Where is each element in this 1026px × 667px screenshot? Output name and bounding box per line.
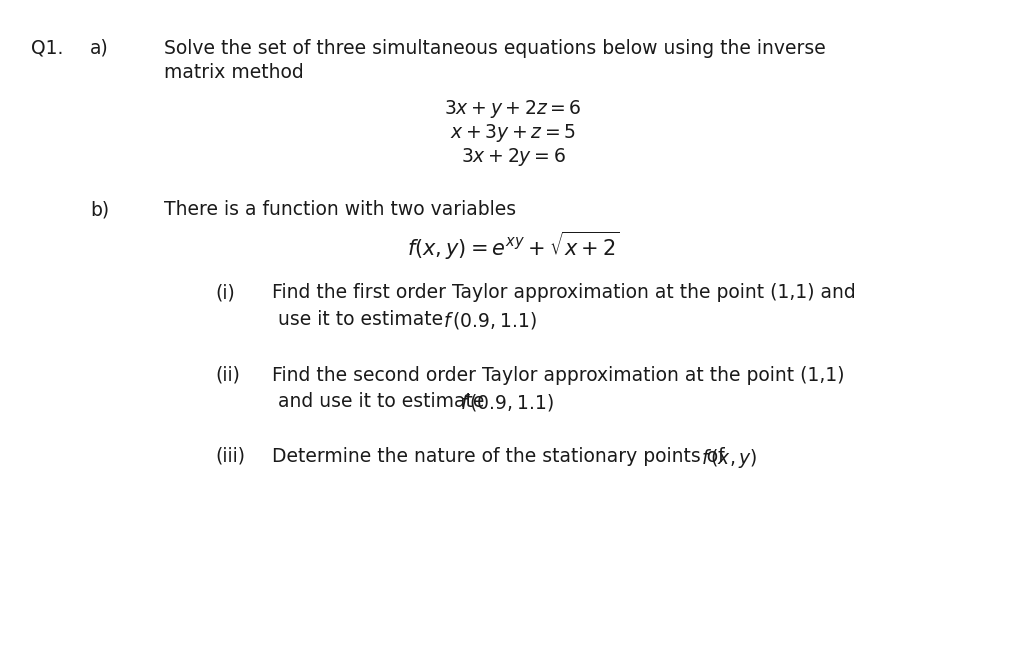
Text: and use it to estimate: and use it to estimate (272, 392, 490, 411)
Text: (i): (i) (215, 283, 235, 302)
Text: Find the first order Taylor approximation at the point (1,1) and: Find the first order Taylor approximatio… (272, 283, 856, 302)
Text: matrix method: matrix method (164, 63, 304, 82)
Text: $f\/(0.9,1.1)$: $f\/(0.9,1.1)$ (460, 392, 553, 413)
Text: $f(x,y) = e^{xy} + \sqrt{x+2}$: $f(x,y) = e^{xy} + \sqrt{x+2}$ (406, 230, 620, 262)
Text: Determine the nature of the stationary points of: Determine the nature of the stationary p… (272, 447, 731, 466)
Text: b): b) (90, 200, 110, 219)
Text: $3x + y + 2z = 6$: $3x + y + 2z = 6$ (444, 98, 582, 120)
Text: Solve the set of three simultaneous equations below using the inverse: Solve the set of three simultaneous equa… (164, 39, 826, 57)
Text: a): a) (90, 39, 109, 57)
Text: $x + 3y + z = 5$: $x + 3y + z = 5$ (450, 122, 576, 144)
Text: There is a function with two variables: There is a function with two variables (164, 200, 516, 219)
Text: Find the second order Taylor approximation at the point (1,1): Find the second order Taylor approximati… (272, 366, 844, 384)
Text: use it to estimate: use it to estimate (272, 310, 449, 329)
Text: $3x + 2y = 6$: $3x + 2y = 6$ (461, 146, 565, 168)
Text: Q1.: Q1. (31, 39, 64, 57)
Text: $f\/(x, y)$: $f\/(x, y)$ (701, 447, 757, 470)
Text: (iii): (iii) (215, 447, 245, 466)
Text: $f\/(0.9,1.1)$: $f\/(0.9,1.1)$ (443, 310, 537, 331)
Text: (ii): (ii) (215, 366, 240, 384)
